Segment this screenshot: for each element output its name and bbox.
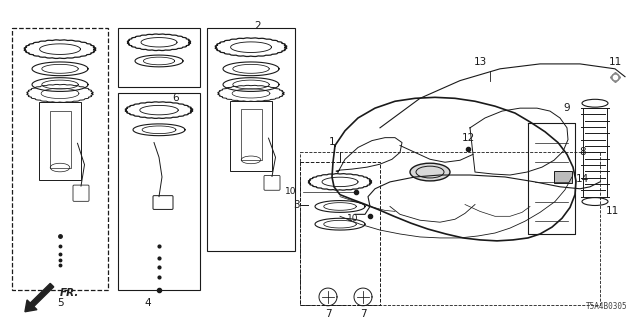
Text: 2: 2 — [255, 20, 261, 31]
Text: 11: 11 — [609, 57, 621, 67]
Bar — [12, 28, 108, 290]
Text: 14: 14 — [576, 174, 589, 184]
Bar — [118, 28, 200, 86]
Text: 6: 6 — [172, 93, 179, 103]
Bar — [207, 28, 295, 251]
Text: 3: 3 — [293, 199, 300, 210]
Bar — [300, 152, 600, 305]
Bar — [300, 162, 380, 305]
Bar — [49, 110, 70, 168]
Bar — [118, 93, 200, 290]
Text: 11: 11 — [605, 206, 619, 216]
Text: 5: 5 — [57, 298, 63, 308]
Text: 10: 10 — [285, 187, 296, 196]
FancyArrow shape — [25, 284, 54, 312]
Text: 12: 12 — [461, 132, 475, 143]
Text: 7: 7 — [324, 309, 332, 319]
Bar — [39, 102, 81, 180]
Text: 10: 10 — [346, 214, 358, 223]
Text: FR.: FR. — [60, 288, 79, 298]
Text: 4: 4 — [145, 298, 151, 308]
Text: 8: 8 — [580, 148, 586, 157]
Text: 7: 7 — [360, 309, 366, 319]
FancyBboxPatch shape — [554, 171, 572, 183]
Bar — [230, 101, 272, 172]
Text: T5A4B0305: T5A4B0305 — [586, 302, 628, 311]
Text: 9: 9 — [564, 103, 570, 113]
Text: 1: 1 — [329, 138, 335, 148]
Bar — [241, 109, 262, 160]
Text: 13: 13 — [474, 57, 486, 67]
Ellipse shape — [410, 163, 450, 181]
